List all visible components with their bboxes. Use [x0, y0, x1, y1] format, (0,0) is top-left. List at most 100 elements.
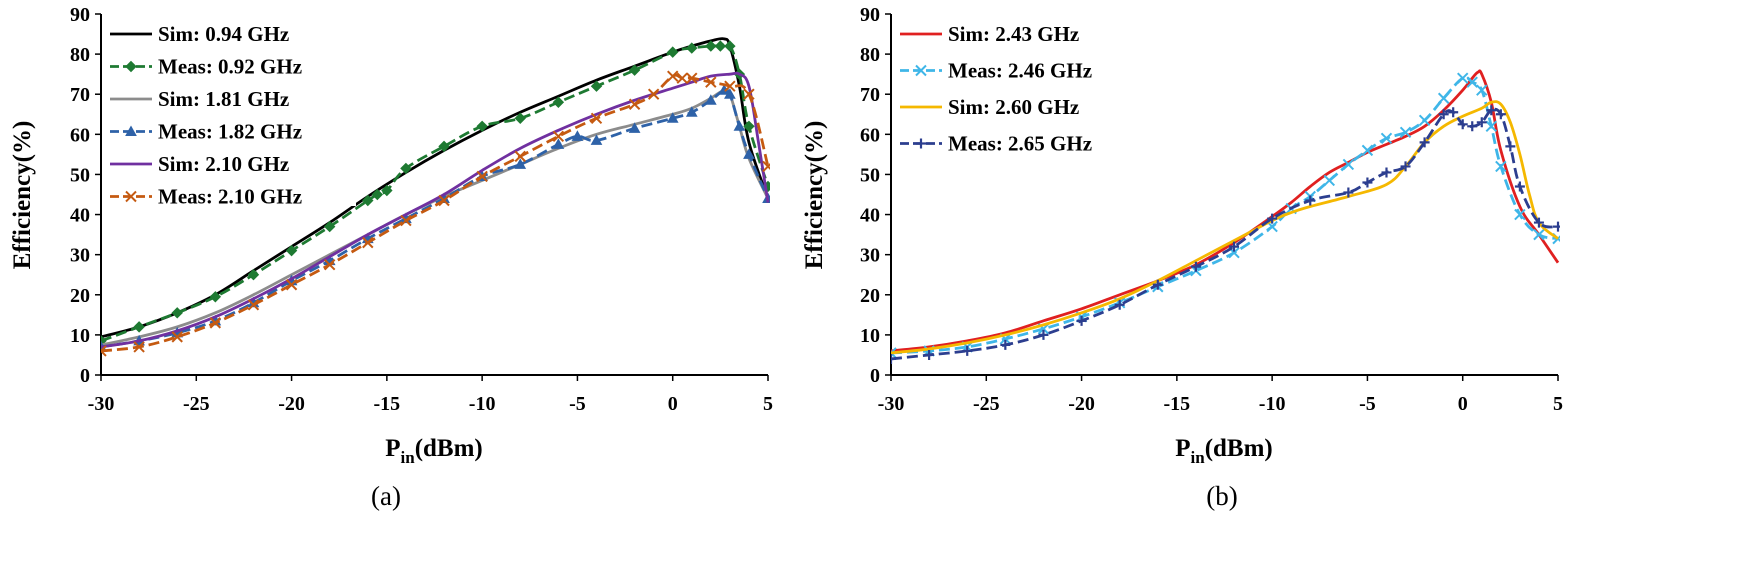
data-point-meas-2-65-ghz [1000, 339, 1011, 350]
data-point-meas-0-92-ghz [323, 220, 336, 233]
data-point-meas-2-10-ghz [552, 130, 565, 143]
data-point-meas-2-46-ghz [1437, 92, 1450, 104]
y-tick-label: 40 [860, 205, 880, 227]
y-tick-label: 40 [70, 205, 90, 227]
legend-background [108, 20, 356, 206]
data-point-meas-2-10-ghz [590, 112, 603, 124]
legend-marker-meas-2-46-ghz [915, 64, 927, 77]
x-tick-label: 0 [668, 393, 678, 415]
legend-label-sim-2-10-ghz: Sim: 2.10 GHz [158, 152, 289, 176]
data-point-meas-2-65-ghz [1495, 109, 1506, 120]
legend-label-meas-2-10-ghz: Meas: 2.10 GHz [158, 185, 302, 209]
data-point-meas-1-82-ghz [704, 94, 717, 105]
data-point-meas-0-92-ghz [362, 194, 374, 207]
data-point-meas-2-10-ghz [362, 236, 374, 249]
data-point-meas-2-46-ghz [1418, 114, 1431, 127]
data-point-meas-2-10-ghz [667, 70, 679, 82]
data-point-meas-2-46-ghz [1466, 76, 1478, 88]
x-tick-label: -25 [973, 393, 1000, 415]
data-point-meas-2-46-ghz [1380, 132, 1393, 145]
data-point-meas-1-82-ghz [733, 120, 746, 131]
x-tick-label: -5 [569, 393, 586, 415]
data-point-meas-2-65-ghz [1438, 109, 1449, 120]
data-point-meas-2-46-ghz [1361, 144, 1374, 157]
data-point-meas-2-65-ghz [1229, 241, 1240, 252]
series-meas-2-65-ghz [891, 105, 1560, 364]
data-point-meas-1-82-ghz [514, 158, 527, 169]
data-point-meas-1-82-ghz [552, 138, 565, 149]
legend-label-sim-2-60-ghz: Sim: 2.60 GHz [948, 95, 1079, 119]
data-point-meas-2-10-ghz [101, 345, 107, 357]
y-tick-label: 20 [860, 285, 880, 307]
data-point-meas-0-92-ghz [371, 188, 384, 201]
data-point-meas-2-10-ghz [209, 317, 222, 329]
data-point-meas-2-10-ghz [400, 214, 412, 227]
data-point-meas-2-10-ghz [514, 150, 526, 163]
data-point-meas-2-65-ghz [1190, 261, 1201, 272]
y-tick-label: 50 [860, 164, 880, 186]
data-point-meas-1-82-ghz [724, 88, 736, 99]
y-tick-label: 70 [860, 84, 880, 106]
legend-label-sim-0-94-ghz: Sim: 0.94 GHz [158, 22, 289, 46]
series-sim-2-10-ghz [101, 71, 770, 349]
y-tick-label: 60 [860, 124, 880, 146]
data-point-meas-1-82-ghz [666, 112, 679, 123]
x-tick-label: -20 [278, 393, 305, 415]
data-point-meas-2-46-ghz [1485, 120, 1498, 133]
data-point-meas-0-92-ghz [743, 120, 755, 133]
y-tick-label: 50 [70, 164, 90, 186]
data-point-meas-1-82-ghz [590, 134, 603, 145]
data-point-meas-2-65-ghz [1305, 195, 1316, 206]
data-point-meas-0-92-ghz [476, 120, 488, 133]
data-point-meas-2-10-ghz [438, 194, 450, 207]
data-point-meas-0-92-ghz [285, 244, 298, 257]
legend: Sim: 0.94 GHz Meas: 0.92 GHz Sim: 1.81 GHz… [108, 20, 356, 209]
data-point-meas-2-65-ghz [1400, 161, 1411, 172]
y-tick-label: 90 [70, 4, 90, 26]
data-point-meas-2-46-ghz [1323, 174, 1336, 187]
data-point-meas-0-92-ghz [438, 140, 450, 153]
data-point-meas-0-92-ghz [705, 40, 717, 52]
x-tick-label: -10 [469, 393, 496, 415]
data-point-meas-0-92-ghz [714, 40, 727, 52]
data-point-meas-2-10-ghz [247, 299, 260, 311]
data-point-meas-0-92-ghz [247, 269, 260, 281]
data-point-meas-2-65-ghz [1419, 137, 1430, 148]
data-point-meas-2-65-ghz [924, 349, 935, 360]
series-meas-2-10-ghz [101, 70, 770, 357]
data-point-meas-0-92-ghz [133, 321, 145, 333]
legend-marker-meas-2-10-ghz [125, 190, 137, 203]
legend-marker-meas-0-92-ghz [125, 60, 137, 73]
data-point-meas-0-92-ghz [590, 80, 603, 92]
legend-label-sim-2-43-ghz: Sim: 2.43 GHz [948, 22, 1079, 46]
data-point-meas-2-65-ghz [1457, 119, 1468, 130]
y-tick-label: 10 [70, 325, 90, 347]
series-sim-2-43-ghz [891, 69, 1560, 353]
data-point-meas-2-46-ghz [1533, 228, 1545, 241]
y-tick-label: 10 [860, 325, 880, 347]
data-point-meas-2-10-ghz [476, 170, 488, 183]
x-axis-title: Pin(dBm) [385, 435, 483, 467]
data-point-meas-2-65-ghz [1038, 329, 1049, 340]
y-tick-label: 20 [70, 285, 90, 307]
data-point-meas-2-65-ghz [1152, 279, 1163, 290]
x-tick-label: -5 [1359, 393, 1376, 415]
y-tick-label: 60 [70, 124, 90, 146]
y-tick-label: 0 [870, 365, 880, 387]
data-point-meas-2-10-ghz [762, 160, 770, 173]
data-point-meas-2-65-ghz [1553, 221, 1560, 232]
legend: Sim: 2.43 GHz Meas: 2.46 GHz Sim: 2.60 GHz… [898, 20, 1140, 164]
y-tick-label: 80 [860, 44, 880, 66]
y-axis-title: Efficiency(%) [801, 121, 828, 270]
x-tick-label: -15 [374, 393, 401, 415]
y-tick-label: 80 [70, 44, 90, 66]
data-point-meas-2-10-ghz [171, 331, 183, 343]
y-tick-label: 90 [860, 4, 880, 26]
data-point-meas-1-82-ghz [685, 106, 698, 117]
y-tick-label: 30 [70, 245, 90, 267]
x-axis-title-unit: (dBm) [1205, 435, 1273, 462]
series-line-sim-2-10-ghz [101, 71, 770, 349]
data-point-meas-2-65-ghz [962, 345, 973, 356]
data-point-meas-2-10-ghz [647, 88, 660, 100]
series-line-meas-1-82-ghz [101, 87, 770, 349]
